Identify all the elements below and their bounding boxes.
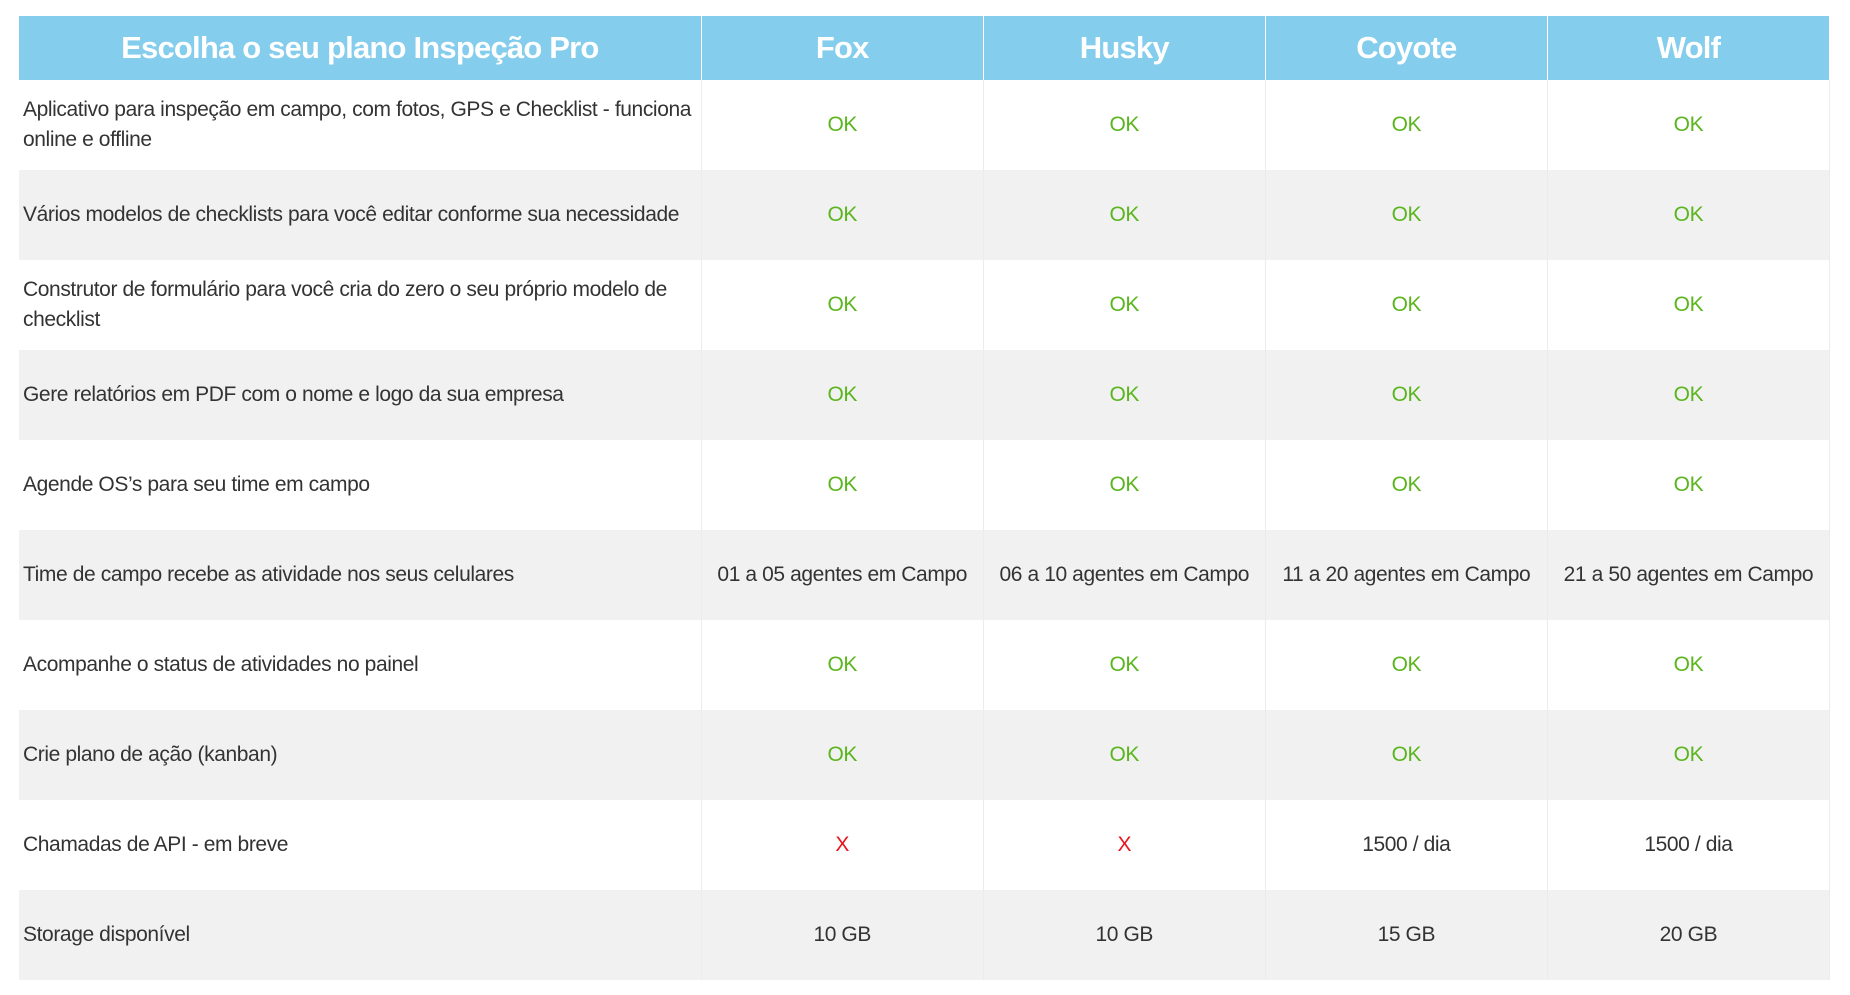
table-row: Chamadas de API - em breve X X 1500 / dia 15…: [19, 800, 1831, 890]
plan-coyote-value: OK: [1265, 710, 1548, 800]
plan-fox-value: 01 a 05 agentes em Campo: [701, 530, 984, 620]
table-title: Escolha o seu plano Inspeção Pro: [19, 16, 702, 80]
header-row: Escolha o seu plano Inspeção Pro Fox Hus…: [19, 16, 1831, 80]
plan-husky-value: OK: [983, 440, 1266, 530]
plan-coyote-value: 11 a 20 agentes em Campo: [1265, 530, 1548, 620]
feature-label: Aplicativo para inspeção em campo, com f…: [19, 80, 702, 170]
plan-wolf-value: OK: [1547, 350, 1831, 440]
table-row: Crie plano de ação (kanban) OK OK OK OK: [19, 710, 1831, 800]
plan-fox-value: OK: [701, 170, 984, 260]
plan-husky-value: 10 GB: [983, 890, 1266, 980]
plan-coyote-value: OK: [1265, 170, 1548, 260]
plan-wolf-value: 21 a 50 agentes em Campo: [1547, 530, 1831, 620]
plan-husky-value: OK: [983, 170, 1266, 260]
feature-label: Crie plano de ação (kanban): [19, 710, 702, 800]
plan-husky-value: OK: [983, 260, 1266, 350]
plan-wolf-value: OK: [1547, 440, 1831, 530]
plan-coyote-value: 1500 / dia: [1265, 800, 1548, 890]
feature-label: Time de campo recebe as atividade nos se…: [19, 530, 702, 620]
plan-coyote-value: 15 GB: [1265, 890, 1548, 980]
feature-label: Storage disponível: [19, 890, 702, 980]
plan-wolf-value: OK: [1547, 260, 1831, 350]
table-row: Storage disponível 10 GB 10 GB 15 GB 20 GB: [19, 890, 1831, 980]
table-row: Gere relatórios em PDF com o nome e logo…: [19, 350, 1831, 440]
plan-coyote-value: OK: [1265, 80, 1548, 170]
plan-wolf-value: 20 GB: [1547, 890, 1831, 980]
plan-fox-value: OK: [701, 350, 984, 440]
plan-fox-header: Fox: [701, 16, 984, 80]
plan-fox-value: X: [701, 800, 984, 890]
table-row: Vários modelos de checklists para você e…: [19, 170, 1831, 260]
plan-wolf-value: OK: [1547, 80, 1831, 170]
plan-coyote-value: OK: [1265, 440, 1548, 530]
plan-coyote-value: OK: [1265, 620, 1548, 710]
table-row: Time de campo recebe as atividade nos se…: [19, 530, 1831, 620]
feature-label: Chamadas de API - em breve: [19, 800, 702, 890]
feature-label: Vários modelos de checklists para você e…: [19, 170, 702, 260]
plan-wolf-value: OK: [1547, 620, 1831, 710]
table-row: Construtor de formulário para você cria …: [19, 260, 1831, 350]
plans-comparison-table: Escolha o seu plano Inspeção Pro Fox Hus…: [19, 16, 1831, 980]
plan-wolf-value: OK: [1547, 170, 1831, 260]
plan-husky-header: Husky: [983, 16, 1266, 80]
table-row: Agende OS’s para seu time em campo OK OK OK…: [19, 440, 1831, 530]
plan-fox-value: OK: [701, 620, 984, 710]
feature-label: Gere relatórios em PDF com o nome e logo…: [19, 350, 702, 440]
plan-husky-value: OK: [983, 710, 1266, 800]
feature-label: Construtor de formulário para você cria …: [19, 260, 702, 350]
plan-wolf-value: OK: [1547, 710, 1831, 800]
plan-wolf-header: Wolf: [1547, 16, 1831, 80]
plan-fox-value: 10 GB: [701, 890, 984, 980]
plan-husky-value: OK: [983, 80, 1266, 170]
table-row: Aplicativo para inspeção em campo, com f…: [19, 80, 1831, 170]
plan-fox-value: OK: [701, 260, 984, 350]
plan-husky-value: X: [983, 800, 1266, 890]
plan-fox-value: OK: [701, 710, 984, 800]
plan-husky-value: OK: [983, 350, 1266, 440]
plan-husky-value: 06 a 10 agentes em Campo: [983, 530, 1266, 620]
table-row: Acompanhe o status de atividades no pain…: [19, 620, 1831, 710]
plan-fox-value: OK: [701, 80, 984, 170]
plan-coyote-value: OK: [1265, 350, 1548, 440]
plan-coyote-header: Coyote: [1265, 16, 1548, 80]
feature-label: Agende OS’s para seu time em campo: [19, 440, 702, 530]
plan-coyote-value: OK: [1265, 260, 1548, 350]
plan-fox-value: OK: [701, 440, 984, 530]
plan-husky-value: OK: [983, 620, 1266, 710]
plan-wolf-value: 1500 / dia: [1547, 800, 1831, 890]
feature-label: Acompanhe o status de atividades no pain…: [19, 620, 702, 710]
